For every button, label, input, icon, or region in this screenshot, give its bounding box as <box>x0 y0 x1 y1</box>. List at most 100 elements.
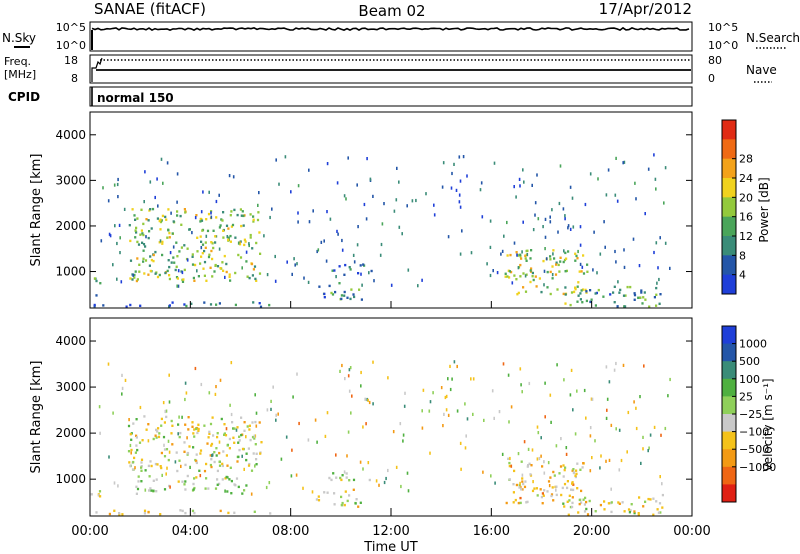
velocity-cell <box>354 502 357 505</box>
velocity-cell <box>183 483 186 486</box>
velocity-cell <box>219 378 222 382</box>
velocity-cell <box>324 434 327 438</box>
power-cell <box>641 302 644 305</box>
power-colorbar-tick-label: 4 <box>739 269 746 282</box>
power-cell <box>252 268 255 271</box>
velocity-cell <box>226 464 229 467</box>
power-cell <box>585 291 588 294</box>
power-cell <box>244 240 247 243</box>
power-cell <box>442 161 445 165</box>
power-cell <box>259 305 263 308</box>
velocity-cell <box>235 428 238 432</box>
velocity-cell <box>223 423 226 426</box>
velocity-cell <box>447 413 450 417</box>
velocity-cell <box>160 451 163 455</box>
power-cell <box>546 286 549 289</box>
velocity-cell <box>118 512 121 515</box>
velocity-cell <box>141 439 144 442</box>
velocity-cell <box>520 383 522 387</box>
power-cell <box>569 303 572 307</box>
power-cell <box>168 231 171 235</box>
velocity-cell <box>135 485 138 488</box>
velocity-cell <box>211 453 213 458</box>
power-cell <box>632 237 635 241</box>
power-cell <box>213 270 216 273</box>
power-cell <box>664 166 667 170</box>
velocity-cell <box>311 490 314 494</box>
power-cell <box>479 188 482 192</box>
velocity-cell <box>209 422 213 426</box>
velocity-cell <box>649 433 652 437</box>
power-cell <box>501 249 504 253</box>
velocity-cell <box>195 461 198 465</box>
power-cell <box>564 217 566 221</box>
velocity-cell <box>551 486 554 489</box>
power-cell <box>366 157 368 161</box>
power-colorbar-label: Power [dB] <box>757 177 771 242</box>
velocity-cell <box>317 499 321 502</box>
power-cell <box>585 299 588 303</box>
power-cell <box>379 253 382 257</box>
velocity-cell <box>181 415 183 419</box>
power-colorbar: 4 8 12 16 20 24 28 <box>721 119 753 295</box>
power-cell <box>176 200 178 204</box>
beam-title: Beam 02 <box>358 2 425 20</box>
velocity-colorbar-tick-label: 100 <box>739 373 760 386</box>
power-cell <box>204 241 207 244</box>
velocity-cell <box>498 410 501 414</box>
velocity-cell <box>218 460 221 464</box>
velocity-cell <box>128 418 130 422</box>
velocity-cell <box>615 361 617 366</box>
power-cell <box>331 293 335 296</box>
velocity-cell <box>563 505 566 508</box>
power-cell <box>242 224 245 227</box>
power-cell <box>624 305 627 308</box>
velocity-cell <box>543 489 546 492</box>
power-cell <box>633 293 637 297</box>
velocity-cell <box>618 502 621 505</box>
velocity-cell <box>515 483 518 487</box>
power-ytick-label: 2000 <box>55 219 86 233</box>
power-cell <box>517 266 520 270</box>
velocity-cell <box>339 476 342 480</box>
power-cell <box>637 296 640 299</box>
power-cell <box>114 224 116 228</box>
velocity-cell <box>400 484 402 489</box>
velocity-cell <box>224 434 228 437</box>
time-axis: 00:00 04:00 08:00 12:00 16:00 20:00 00:00 <box>71 508 711 539</box>
velocity-cell <box>517 501 520 505</box>
power-cell <box>664 241 667 245</box>
velocity-cell <box>539 488 542 491</box>
power-cell <box>188 228 191 231</box>
power-cell <box>555 263 558 266</box>
power-cell <box>393 209 396 213</box>
power-cell <box>462 155 465 159</box>
power-cell <box>362 263 365 266</box>
velocity-cell <box>575 472 578 476</box>
power-cell <box>585 290 588 293</box>
velocity-cell <box>589 426 592 430</box>
velocity-cell <box>528 381 531 386</box>
power-cell <box>586 270 589 273</box>
power-cell <box>544 247 546 251</box>
velocity-cell <box>345 476 348 479</box>
power-cell <box>522 272 525 275</box>
power-colorbar-tick-label: 16 <box>739 211 753 224</box>
power-ytick-label: 1000 <box>55 265 86 279</box>
power-cell <box>576 285 579 288</box>
power-cell <box>211 257 214 261</box>
power-cell <box>552 249 555 252</box>
velocity-cell <box>228 447 231 450</box>
power-cell <box>266 273 269 277</box>
power-cell <box>519 275 522 278</box>
power-cell <box>176 214 179 217</box>
velocity-cell <box>175 451 178 454</box>
power-cell <box>506 254 509 257</box>
velocity-cell <box>494 481 496 485</box>
velocity-cell <box>443 412 445 416</box>
velocity-cell <box>607 502 610 505</box>
velocity-cell <box>589 434 592 438</box>
power-cell <box>148 230 151 233</box>
velocity-cell <box>637 512 640 515</box>
power-cell <box>458 193 461 197</box>
